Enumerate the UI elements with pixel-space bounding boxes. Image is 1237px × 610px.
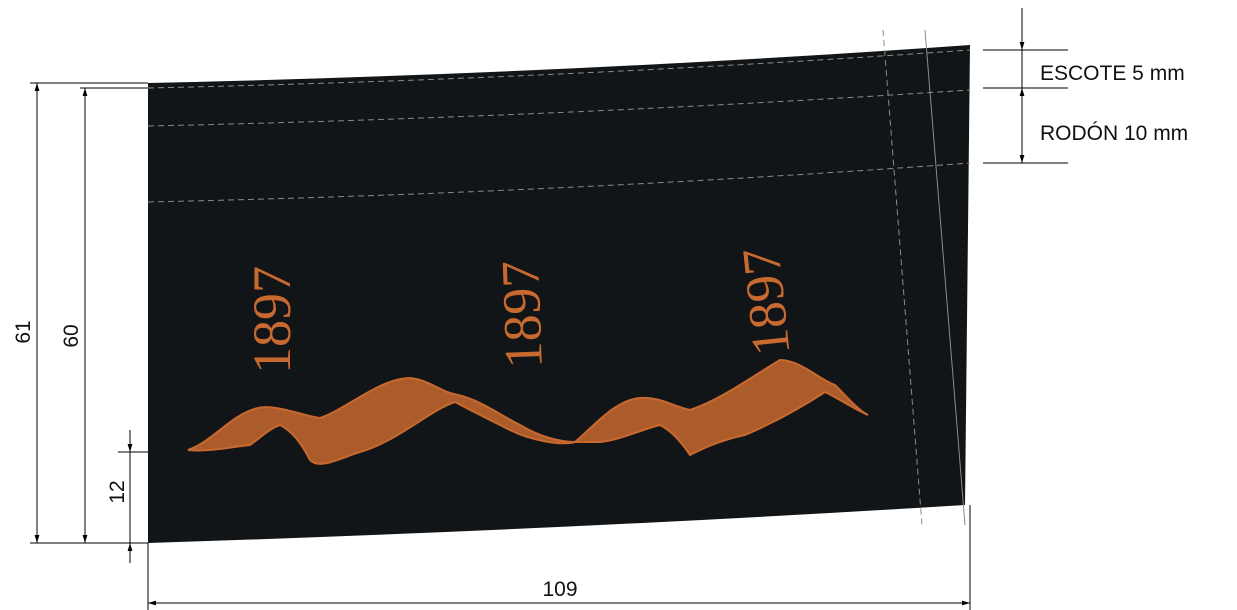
seam-line <box>147 89 971 127</box>
print-text: 1897 <box>242 266 302 374</box>
print-text: 1897 <box>731 245 802 359</box>
seam-line <box>147 162 971 203</box>
dimension-label: 61 <box>12 320 35 343</box>
seam-line <box>147 49 971 89</box>
dimension-label: 12 <box>106 480 129 503</box>
side-seam <box>882 29 923 526</box>
mountain-print <box>187 358 869 465</box>
dimension-label: RODÓN 10 mm <box>1040 122 1188 145</box>
dimension-label: ESCOTE 5 mm <box>1040 62 1185 85</box>
dimension-label: 60 <box>60 324 83 347</box>
print-text: 1897 <box>490 260 554 370</box>
side-edge <box>924 29 966 526</box>
dimension-label: 109 <box>542 578 577 601</box>
